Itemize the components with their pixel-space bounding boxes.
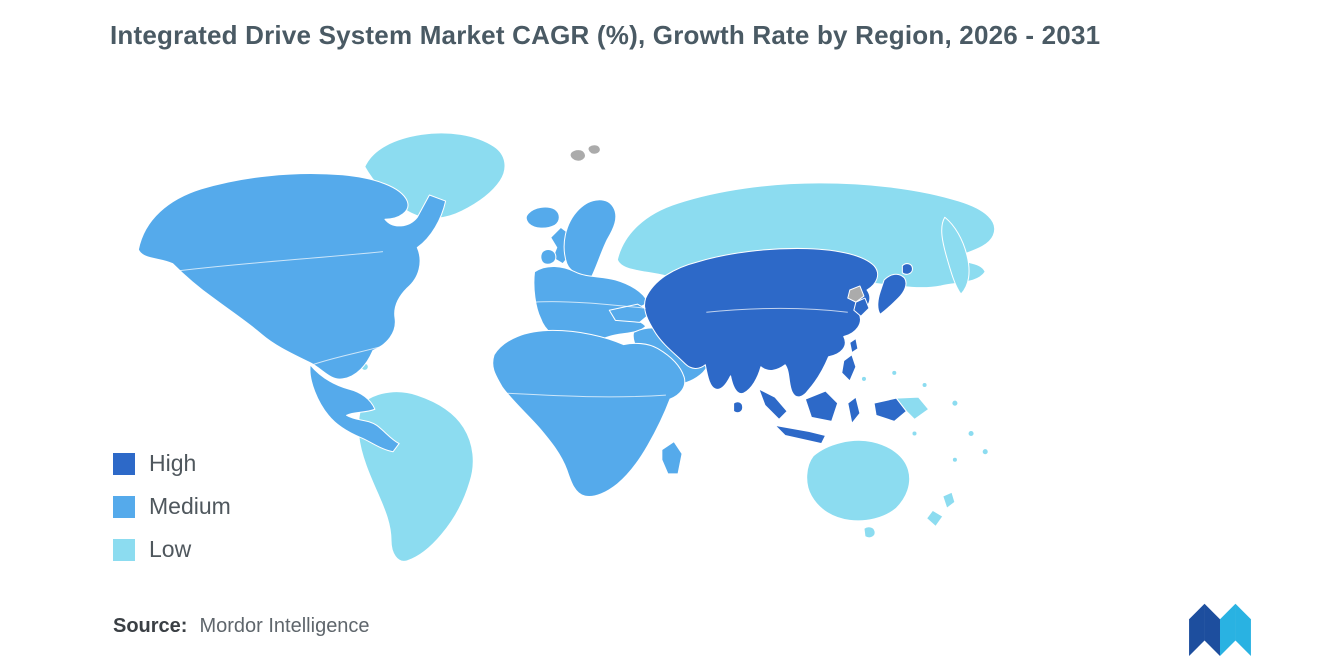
region-pacific-island-6 — [982, 449, 988, 455]
region-tasmania — [863, 526, 876, 539]
region-borneo — [804, 390, 839, 422]
region-pacific-island-3 — [922, 382, 927, 388]
source-label: Source: — [113, 615, 188, 637]
world-map — [137, 132, 996, 562]
region-kamchatka — [941, 216, 970, 295]
chart-title: Integrated Drive System Market CAGR (%),… — [110, 20, 1101, 50]
region-sri-lanka — [733, 401, 744, 414]
region-africa — [492, 329, 686, 498]
region-mexico-central-america — [309, 364, 400, 453]
logo-band-4 — [1235, 603, 1251, 656]
legend-label-medium: Medium — [149, 493, 231, 519]
logo-band-3 — [1220, 603, 1236, 656]
region-pacific-island-1 — [861, 376, 866, 381]
region-hokkaido — [901, 263, 913, 275]
legend: High Medium Low — [113, 450, 231, 563]
legend-label-high: High — [149, 450, 197, 476]
region-pacific-island-5 — [968, 430, 974, 437]
region-new-zealand-north — [942, 491, 956, 509]
region-madagascar — [661, 441, 683, 475]
region-taiwan — [849, 338, 859, 354]
region-south-america — [357, 391, 474, 562]
region-asia-high — [644, 247, 879, 398]
region-south-korea — [853, 297, 870, 317]
region-philippines — [841, 354, 857, 382]
legend-item-high: High — [113, 450, 231, 477]
logo-band-2 — [1204, 603, 1220, 656]
region-pacific-island-2 — [892, 370, 897, 375]
source-value: Mordor Intelligence — [199, 615, 370, 637]
region-sumatra — [758, 388, 788, 420]
legend-swatch-high — [113, 452, 135, 475]
region-scandinavia — [563, 199, 617, 279]
source-line: Source: Mordor Intelligence — [113, 615, 370, 638]
region-svalbard-1 — [569, 149, 586, 162]
region-australia — [806, 439, 911, 522]
region-pacific-island-7 — [952, 457, 957, 462]
map-regions — [137, 132, 996, 562]
region-svalbard-2 — [587, 144, 601, 155]
logo-band-1 — [1189, 603, 1205, 656]
region-new-zealand-south — [926, 509, 944, 527]
region-java — [774, 424, 827, 445]
region-pacific-island-4 — [952, 400, 958, 406]
region-north-korea — [847, 285, 865, 303]
legend-label-low: Low — [149, 536, 192, 562]
legend-swatch-medium — [113, 495, 135, 518]
legend-swatch-low — [113, 538, 135, 561]
region-pacific-island-8 — [912, 431, 917, 436]
legend-item-low: Low — [113, 536, 231, 563]
region-sulawesi — [847, 396, 861, 424]
region-north-america — [137, 173, 447, 380]
country-borders — [170, 251, 848, 398]
region-new-guinea-west — [873, 397, 907, 422]
region-turkey — [608, 303, 653, 323]
legend-item-medium: Medium — [113, 493, 231, 520]
mordor-intelligence-logo — [1189, 603, 1251, 656]
region-iceland — [525, 206, 560, 229]
region-japan — [877, 273, 907, 315]
region-ireland — [540, 249, 557, 265]
